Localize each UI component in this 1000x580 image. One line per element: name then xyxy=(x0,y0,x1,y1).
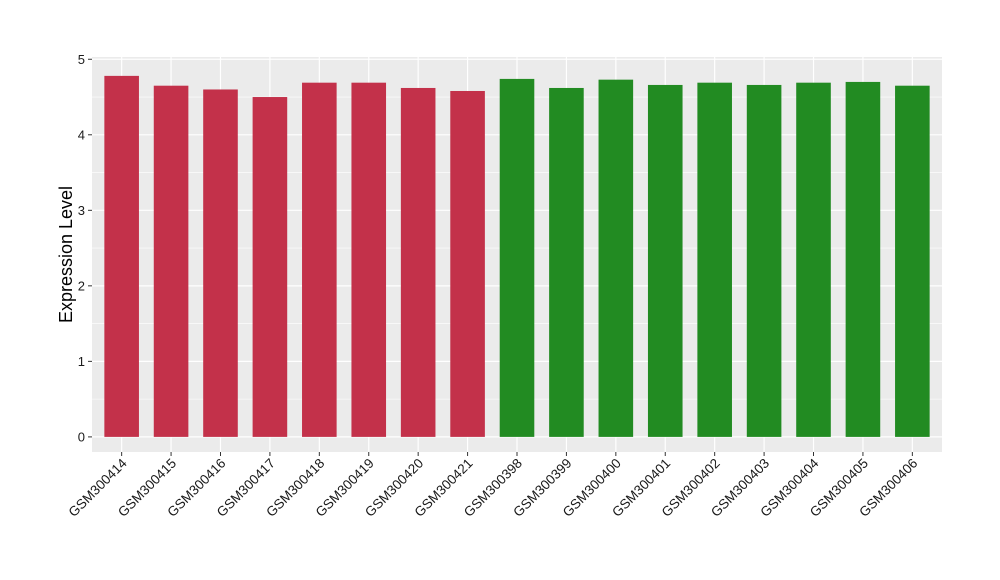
y-tick-label: 1 xyxy=(78,354,85,369)
y-tick-label: 4 xyxy=(78,127,85,142)
bar-gsm300402 xyxy=(697,82,732,437)
bar-gsm300421 xyxy=(450,90,485,437)
bar-gsm300405 xyxy=(845,81,881,437)
bar-gsm300400 xyxy=(598,79,634,437)
bar-gsm300419 xyxy=(351,82,387,437)
bar-gsm300417 xyxy=(252,97,288,437)
y-axis: 0 1 2 3 4 5 xyxy=(78,52,92,444)
bar-gsm300416 xyxy=(203,89,238,437)
y-tick-label: 5 xyxy=(78,52,85,67)
bar-gsm300418 xyxy=(302,82,337,437)
bar-gsm300399 xyxy=(549,87,584,437)
bar-gsm300415 xyxy=(153,85,189,437)
y-tick-label: 0 xyxy=(78,429,85,444)
bars xyxy=(104,75,930,437)
bar-gsm300404 xyxy=(796,82,831,437)
y-axis-title: Expression Level xyxy=(56,186,76,323)
bar-gsm300403 xyxy=(746,84,782,437)
x-axis: GSM300414GSM300415GSM300416GSM300417GSM3… xyxy=(66,452,920,520)
y-tick-label: 3 xyxy=(78,203,85,218)
bar-gsm300398 xyxy=(499,78,535,437)
bar-gsm300401 xyxy=(647,84,683,437)
y-tick-label: 2 xyxy=(78,278,85,293)
bar-gsm300406 xyxy=(895,85,930,437)
bar-gsm300414 xyxy=(104,75,139,437)
bar-gsm300420 xyxy=(400,87,436,437)
